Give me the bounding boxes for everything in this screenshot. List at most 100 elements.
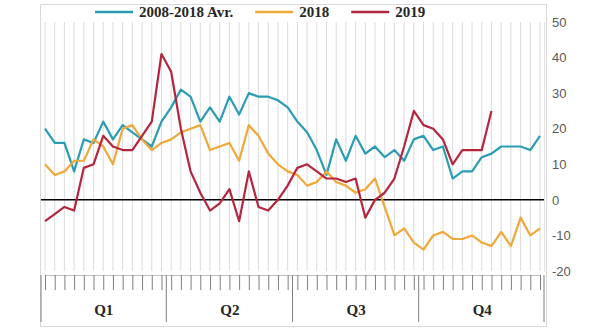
x-tick-mark <box>268 275 269 290</box>
x-tick <box>45 275 46 290</box>
x-tick-mark <box>171 275 172 290</box>
x-tick <box>142 275 143 290</box>
x-tick <box>181 275 182 290</box>
grid-line <box>452 22 453 271</box>
x-tick <box>462 275 463 290</box>
grid-line <box>190 22 191 271</box>
x-tick-mark <box>191 275 192 290</box>
series-line <box>45 90 540 179</box>
x-tick <box>132 275 133 290</box>
grid-line <box>258 22 259 271</box>
x-tick: Q1 <box>94 275 113 318</box>
legend-swatch <box>95 11 133 14</box>
x-tick-mark <box>453 275 454 290</box>
x-tick <box>220 275 221 290</box>
x-tick-mark <box>123 275 124 290</box>
x-tick <box>210 275 211 290</box>
zero-line <box>41 199 544 201</box>
x-tick <box>404 275 405 290</box>
x-tick-mark <box>288 275 289 290</box>
x-tick-mark <box>64 275 65 290</box>
x-tick <box>540 275 541 290</box>
x-tick-mark <box>365 275 366 290</box>
separator <box>292 275 293 322</box>
grid-line <box>54 22 55 271</box>
x-tick-mark <box>540 275 541 290</box>
legend-swatch <box>255 11 293 14</box>
x-tick <box>288 275 289 290</box>
grid-line <box>355 22 356 271</box>
x-tick <box>307 275 308 290</box>
grid-line <box>472 22 473 271</box>
x-tick-mark <box>259 275 260 290</box>
grid-line <box>277 22 278 271</box>
x-tick-mark <box>375 275 376 290</box>
grid-line <box>413 22 414 271</box>
grid-line <box>462 22 463 271</box>
x-tick <box>200 275 201 290</box>
x-tick <box>64 275 65 290</box>
y-tick-label: -10 <box>552 228 571 243</box>
x-tick <box>336 275 337 290</box>
grid-line <box>74 22 75 271</box>
x-tick-mark <box>326 275 327 290</box>
x-tick-mark <box>239 275 240 290</box>
x-tick <box>453 275 454 290</box>
x-tick <box>511 275 512 290</box>
x-tick-mark <box>385 275 386 290</box>
x-tick-mark <box>152 275 153 290</box>
x-tick <box>268 275 269 290</box>
y-tick: 20 <box>544 121 566 136</box>
y-tick-label: 50 <box>552 15 566 30</box>
x-tick <box>317 275 318 290</box>
separators <box>41 275 544 322</box>
x-tick <box>375 275 376 290</box>
grid-line <box>93 22 94 271</box>
y-tick: 30 <box>544 86 566 101</box>
x-tick <box>326 275 327 290</box>
x-tick-label: Q2 <box>220 302 239 318</box>
x-tick-mark <box>113 275 114 290</box>
frame <box>41 5 547 327</box>
x-tick <box>521 275 522 290</box>
x-tick <box>171 275 172 290</box>
x-tick-mark <box>103 275 104 290</box>
x-tick-mark <box>181 275 182 290</box>
x-tick <box>472 275 473 290</box>
legend-label: 2008-2018 Avr. <box>139 4 233 20</box>
x-tick <box>161 275 162 290</box>
x-tick <box>491 275 492 290</box>
x-tick <box>346 275 347 290</box>
x-tick-mark <box>55 275 56 290</box>
y-tick: 0 <box>544 193 559 208</box>
x-tick <box>424 275 425 290</box>
grid-line <box>45 22 46 271</box>
y-tick-label: 40 <box>552 50 566 65</box>
grid-line <box>248 22 249 271</box>
x-tick-mark <box>84 275 85 290</box>
legend-label: 2019 <box>395 4 425 20</box>
x-tick-mark <box>472 275 473 290</box>
grid-line <box>365 22 366 271</box>
grid-line <box>83 22 84 271</box>
x-tick <box>55 275 56 290</box>
x-tick-mark <box>511 275 512 290</box>
grid-line <box>200 22 201 271</box>
x-tick <box>84 275 85 290</box>
y-axis-line <box>544 23 545 272</box>
x-tick-mark <box>521 275 522 290</box>
y-tick-label: 20 <box>552 121 566 136</box>
x-tick <box>123 275 124 290</box>
x-tick <box>94 275 95 290</box>
series-line <box>45 125 540 250</box>
grid-line <box>239 22 240 271</box>
x-tick <box>259 275 260 290</box>
grid-line <box>326 22 327 271</box>
grid-line <box>142 22 143 271</box>
separator <box>544 275 545 322</box>
x-tick <box>414 275 415 290</box>
x-tick <box>433 275 434 290</box>
x-tick-mark <box>74 275 75 290</box>
grid-line <box>297 22 298 271</box>
y-tick: 10 <box>544 157 566 172</box>
